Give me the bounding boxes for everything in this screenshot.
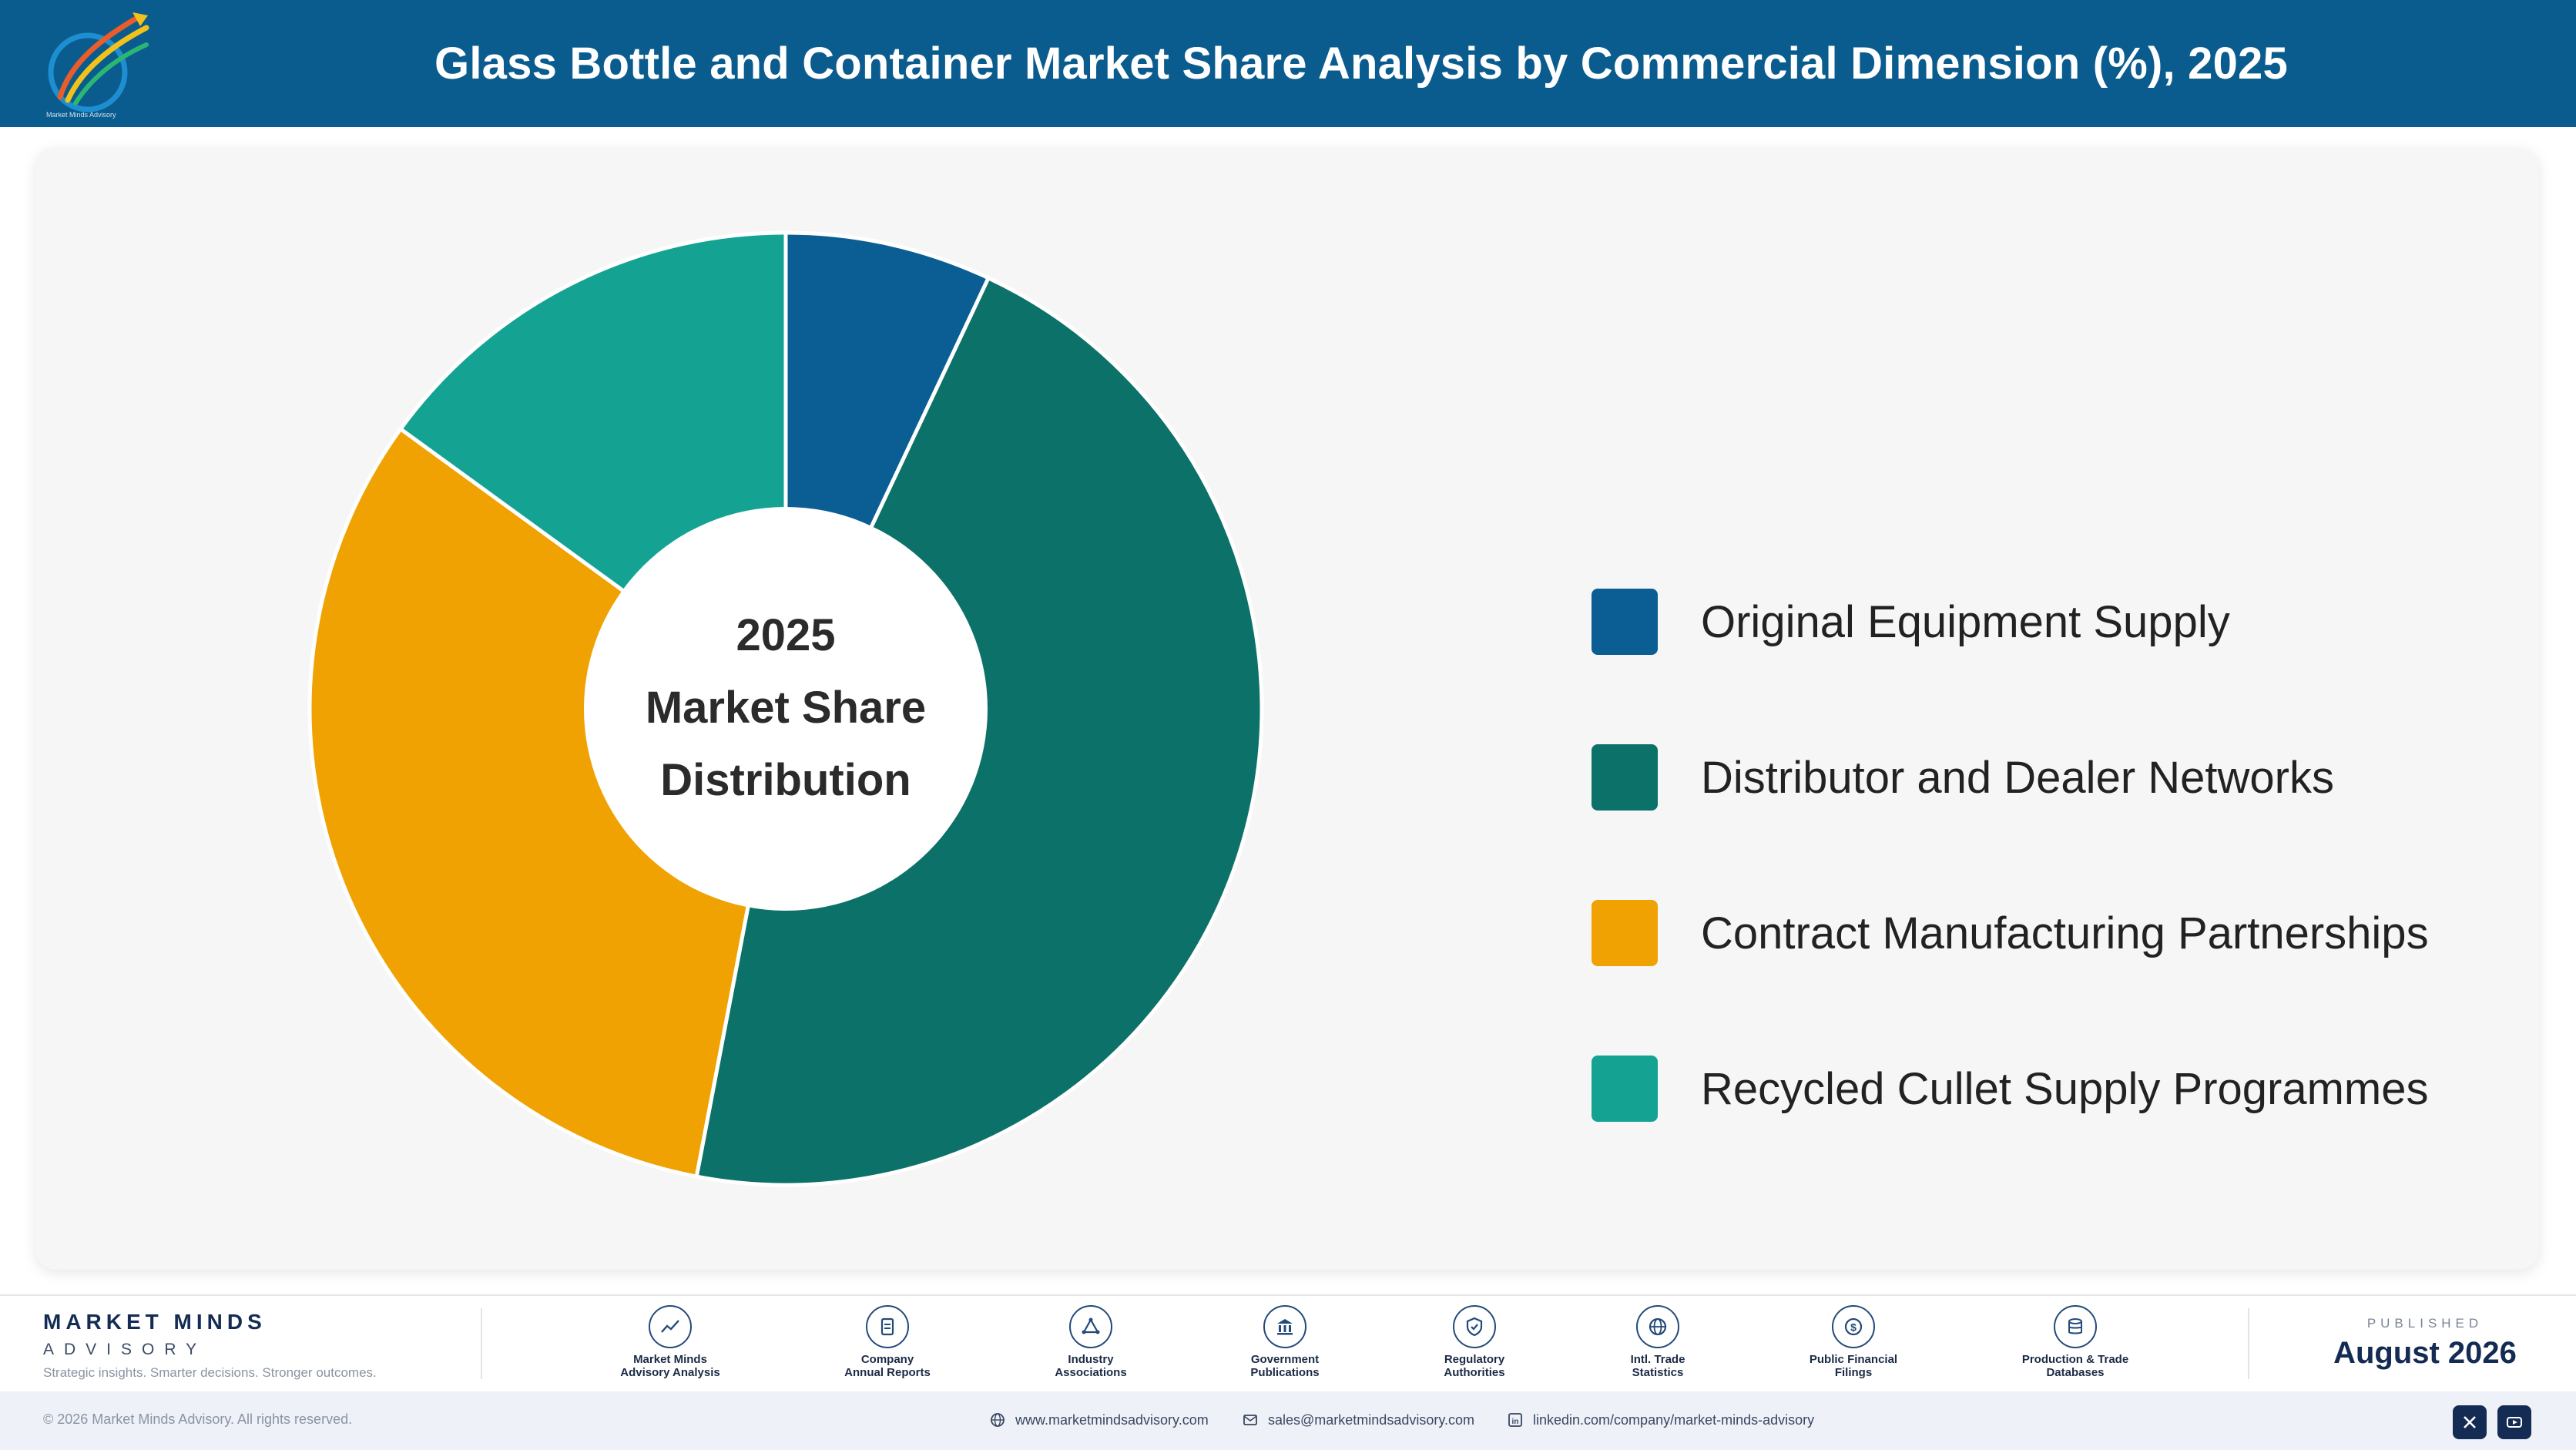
source-line-2: Databases	[2046, 1366, 2105, 1379]
svg-text:$: $	[1850, 1321, 1857, 1334]
source-line-1: Company	[860, 1353, 914, 1366]
legend-label: Contract Manufacturing Partnerships	[1701, 908, 2429, 958]
divider	[481, 1308, 482, 1379]
footer-contact-bar: © 2026 Market Minds Advisory. All rights…	[0, 1391, 2576, 1450]
linkedin-text: linkedin.com/company/market-minds-adviso…	[1533, 1411, 1815, 1428]
mail-icon	[1243, 1415, 1257, 1425]
brand-block: MARKET MINDS ADVISORY Strategic insights…	[43, 1310, 377, 1381]
source-item: Market Minds Advisory Analysis	[593, 1305, 747, 1379]
linkedin-icon: in	[1508, 1413, 1522, 1427]
center-line-3: Distribution	[660, 755, 911, 805]
source-list: Market Minds Advisory Analysis Company Ann…	[0, 1296, 2576, 1393]
globe-icon	[1636, 1305, 1679, 1348]
dollar-coin-icon: $	[1832, 1305, 1875, 1348]
divider	[2248, 1308, 2249, 1379]
source-line-1: Intl. Trade	[1630, 1353, 1685, 1366]
source-item: Industry Associations	[1014, 1305, 1168, 1379]
source-item: Company Annual Reports	[810, 1305, 964, 1379]
source-line-1: Industry	[1068, 1353, 1114, 1366]
legend-label: Recycled Cullet Supply Programmes	[1701, 1063, 2429, 1114]
legend-swatch	[1592, 1056, 1658, 1122]
website-text: www.marketmindsadvisory.com	[1015, 1411, 1209, 1428]
source-line-2: Filings	[1834, 1366, 1873, 1379]
source-line-1: Production & Trade	[2021, 1353, 2129, 1366]
source-line-2: Authorities	[1444, 1366, 1505, 1379]
source-line-2: Associations	[1055, 1366, 1127, 1379]
source-line-1: Government	[1250, 1353, 1320, 1366]
source-line-1: Public Financial	[1809, 1353, 1898, 1366]
legend-item-recycled-cullet: Recycled Cullet Supply Programmes	[1592, 1054, 2428, 1123]
brand-name: MARKET MINDS	[43, 1310, 267, 1334]
source-line-2: Advisory Analysis	[620, 1366, 720, 1379]
footer-sources-bar: MARKET MINDS ADVISORY Strategic insights…	[0, 1294, 2576, 1391]
legend-label: Distributor and Dealer Networks	[1701, 752, 2334, 803]
government-building-icon	[1263, 1305, 1306, 1348]
svg-text:in: in	[1512, 1418, 1519, 1426]
source-item: Intl. Trade Statistics	[1581, 1305, 1735, 1379]
published-block: PUBLISHED August 2026	[2333, 1316, 2517, 1371]
source-item: Regulatory Authorities	[1397, 1305, 1551, 1379]
donut-hole	[584, 507, 988, 911]
header-bar: Market Minds Advisory Glass Bottle and C…	[0, 0, 2576, 127]
legend-item-original-equipment: Original Equipment Supply	[1592, 587, 2230, 656]
source-line-2: Publications	[1250, 1366, 1320, 1379]
legend-item-contract-manufacturing: Contract Manufacturing Partnerships	[1592, 898, 2429, 968]
donut-chart: 2025 Market Share Distribution	[307, 230, 1264, 1187]
database-icon	[2054, 1305, 2097, 1348]
chart-card: 2025 Market Share Distribution Original …	[35, 148, 2539, 1270]
center-line-1: 2025	[736, 610, 835, 660]
brand-sub: ADVISORY	[43, 1341, 207, 1358]
center-line-2: Market Share	[646, 683, 926, 733]
linkedin-link[interactable]: in linkedin.com/company/market-minds-adv…	[1507, 1411, 1814, 1428]
source-item: Production & Trade Databases	[1998, 1305, 2152, 1379]
logo-text: Market Minds Advisory	[46, 111, 116, 119]
youtube-icon[interactable]	[2497, 1405, 2531, 1439]
source-line-1: Market Minds	[633, 1353, 707, 1366]
globe-icon	[991, 1413, 1005, 1427]
legend-label: Original Equipment Supply	[1701, 596, 2230, 647]
email-text: sales@marketmindsadvisory.com	[1268, 1411, 1475, 1428]
legend-item-distributor-dealer: Distributor and Dealer Networks	[1592, 743, 2334, 812]
network-icon	[1069, 1305, 1112, 1348]
source-line-2: Statistics	[1632, 1366, 1684, 1379]
source-item: Government Publications	[1208, 1305, 1362, 1379]
legend-swatch	[1592, 900, 1658, 966]
document-icon	[866, 1305, 909, 1348]
source-line-2: Annual Reports	[844, 1366, 931, 1379]
market-minds-logo-icon: Market Minds Advisory	[46, 12, 149, 119]
source-item: $ Public Financial Filings	[1776, 1305, 1930, 1379]
copyright: © 2026 Market Minds Advisory. All rights…	[43, 1411, 353, 1427]
shield-check-icon	[1453, 1305, 1496, 1348]
trend-chart-icon	[649, 1305, 692, 1348]
pie-slice-contract-manufacturing-partnerships	[307, 426, 788, 1179]
legend-swatch	[1592, 744, 1658, 811]
source-line-1: Regulatory	[1444, 1353, 1505, 1366]
legend-swatch	[1592, 589, 1658, 655]
x-icon[interactable]	[2453, 1405, 2487, 1439]
published-date: August 2026	[2333, 1336, 2517, 1370]
email-link[interactable]: sales@marketmindsadvisory.com	[1242, 1411, 1474, 1428]
brand-tagline: Strategic insights. Smarter decisions. S…	[43, 1365, 377, 1380]
page-title: Glass Bottle and Container Market Share …	[434, 39, 2288, 89]
published-label: PUBLISHED	[2366, 1316, 2484, 1331]
website-link[interactable]: www.marketmindsadvisory.com	[989, 1411, 1209, 1428]
